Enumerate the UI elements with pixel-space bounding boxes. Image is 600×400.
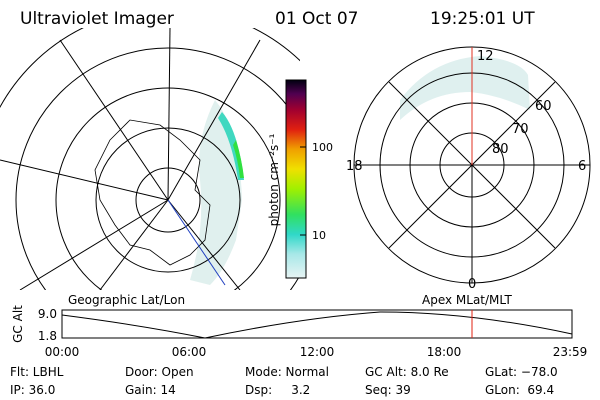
- date: 01 Oct 07: [275, 9, 358, 29]
- info-field: GC Alt: 8.0 Re: [365, 365, 449, 379]
- y-tick-label: 9.0: [38, 307, 57, 321]
- time: 19:25:01 UT: [430, 9, 535, 29]
- colorbar-tick-label: 100: [312, 141, 333, 154]
- info-field: Gain: 14: [125, 383, 176, 397]
- info-field: Seq: 39: [365, 383, 411, 397]
- polar-label: 12: [477, 49, 494, 64]
- x-tick-label: 23:59: [553, 345, 588, 359]
- x-tick-label: 06:00: [172, 345, 207, 359]
- colorbar-unit: photon cm⁻²s⁻¹: [267, 133, 281, 226]
- globe-map: [0, 28, 300, 290]
- x-tick-label: 12:00: [300, 345, 335, 359]
- polar-label: 0: [468, 277, 476, 292]
- altitude-axis-label: GC Alt: [11, 305, 25, 343]
- x-tick-label: 00:00: [45, 345, 80, 359]
- polar-plot: [353, 46, 591, 284]
- panel-label: Apex MLat/MLT: [422, 293, 512, 307]
- polar-label: 18: [346, 159, 363, 174]
- polar-label: 60: [535, 99, 552, 114]
- info-field: GLon: 69.4: [485, 383, 554, 397]
- colorbar-tick-label: 10: [312, 229, 326, 242]
- info-field: Door: Open: [125, 365, 194, 379]
- altitude-curve: [61, 311, 573, 339]
- panel-label: Geographic Lat/Lon: [68, 293, 185, 307]
- info-field: Mode: Normal: [245, 365, 329, 379]
- info-field: Dsp: 3.2: [245, 383, 310, 397]
- info-field: GLat: −78.0: [485, 365, 558, 379]
- colorbar: [285, 79, 307, 279]
- instrument: Ultraviolet Imager: [20, 9, 174, 29]
- altitude-plot: [61, 309, 573, 339]
- info-field: Flt: LBHL: [10, 365, 64, 379]
- polar-label: 80: [492, 142, 509, 157]
- info-panel: Flt: LBHL Door: Open Mode: Normal GC Alt: 8…: [10, 365, 558, 397]
- polar-label: 70: [512, 122, 529, 137]
- polar-label: 6: [578, 159, 586, 174]
- x-tick-label: 18:00: [427, 345, 462, 359]
- info-field: IP: 36.0: [10, 383, 55, 397]
- y-tick-label: 1.8: [38, 329, 57, 343]
